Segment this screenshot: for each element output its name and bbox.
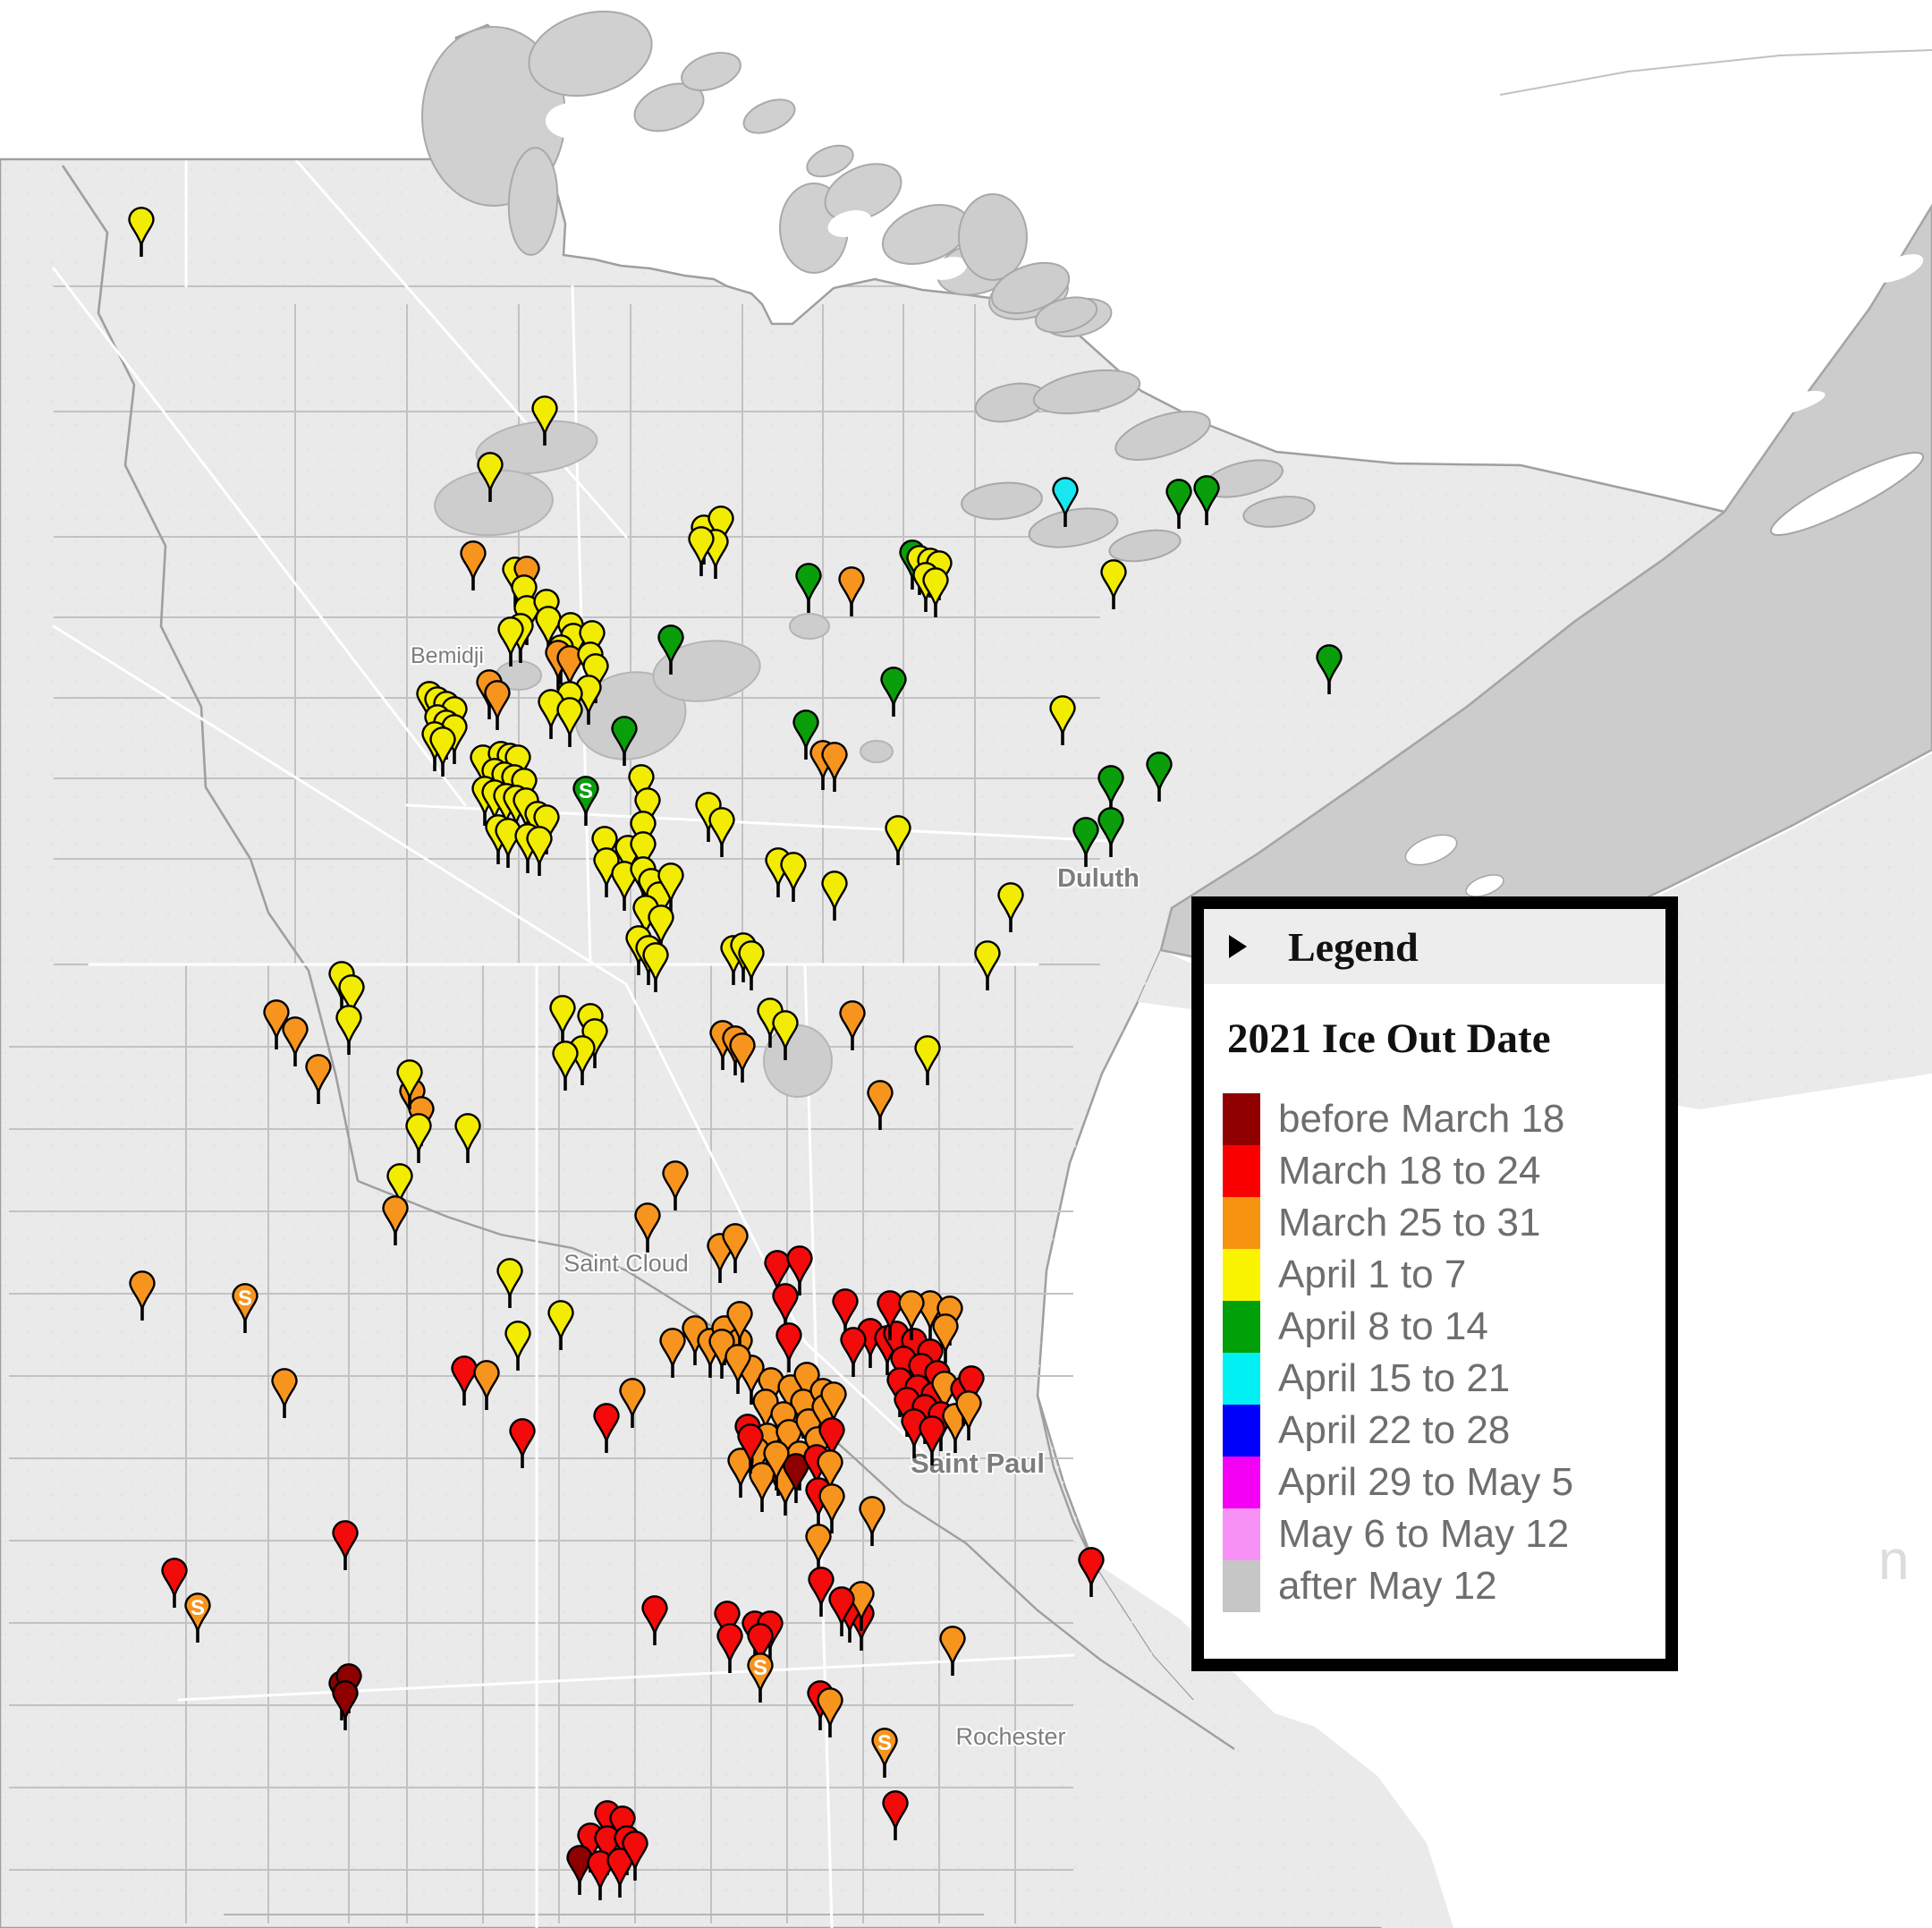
- svg-text:Bemidji: Bemidji: [411, 643, 484, 668]
- svg-text:S: S: [877, 1731, 892, 1755]
- svg-text:Saint Cloud: Saint Cloud: [564, 1250, 689, 1277]
- svg-text:S: S: [753, 1656, 767, 1680]
- svg-text:S: S: [238, 1287, 252, 1311]
- svg-text:S: S: [579, 779, 593, 803]
- svg-text:S: S: [191, 1596, 205, 1620]
- svg-text:n: n: [1878, 1530, 1909, 1592]
- svg-text:Duluth: Duluth: [1057, 864, 1140, 893]
- svg-text:Rochester: Rochester: [955, 1723, 1065, 1750]
